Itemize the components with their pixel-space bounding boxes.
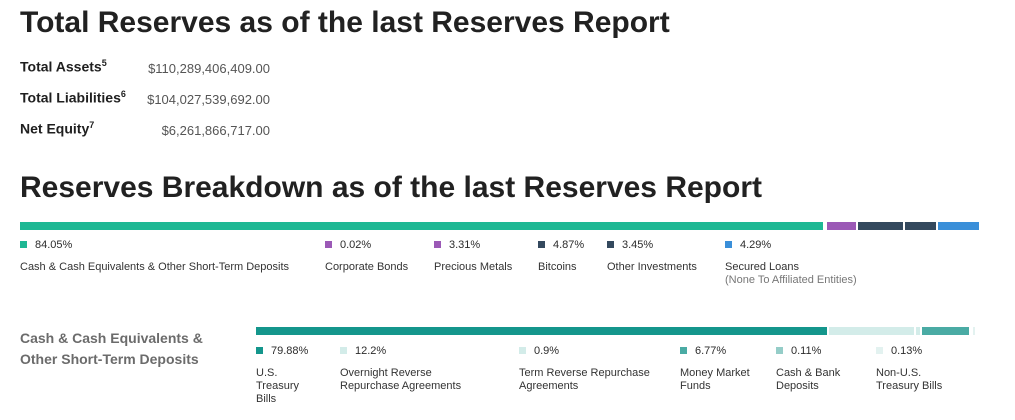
cash-segment-1[interactable] (828, 327, 917, 335)
footnote-5[interactable]: 5 (101, 58, 107, 68)
breakdown-segment-4[interactable] (904, 222, 938, 230)
cash-category-label-line: Bills (256, 393, 277, 405)
breakdown-category-label-0: Cash & Cash Equivalents & Other Short-Te… (20, 261, 290, 273)
breakdown-category-label-3: Bitcoins (538, 261, 577, 273)
legend-percent: 84.05% (35, 239, 73, 252)
breakdown-legend-item-1: 0.02% (325, 239, 371, 251)
total-assets-label: Total Assets5 (20, 58, 107, 75)
breakdown-category-label-2: Precious Metals (434, 261, 513, 273)
cash-category-label-0: U.S. Treasury Bills (256, 367, 299, 406)
cash-section-label-line1: Cash & Cash Equivalents & (20, 330, 203, 346)
breakdown-segment-2[interactable] (826, 222, 859, 230)
legend-percent: 0.13% (891, 345, 923, 358)
legend-swatch (20, 240, 27, 248)
legend-percent: 0.9% (534, 345, 560, 358)
legend-swatch (256, 346, 263, 354)
cash-legend-item-0: 79.88% (256, 345, 308, 357)
legend-swatch (776, 346, 783, 354)
legend-percent: 12.2% (355, 345, 387, 358)
legend-percent: 0.02% (340, 239, 372, 252)
cash-category-label-line: Treasury (256, 380, 299, 392)
legend-percent: 6.77% (695, 345, 727, 358)
cash-segment-4[interactable] (971, 327, 974, 335)
breakdown-legend-item-5: 4.29% (725, 239, 771, 251)
cash-category-label-line: Overnight Reverse (340, 367, 432, 379)
total-assets-value: $110,289,406,409.00 (148, 61, 270, 76)
cash-legend-item-2: 0.9% (519, 345, 559, 357)
cash-category-label-line: Treasury Bills (876, 380, 943, 392)
cash-category-label-line: Deposits (776, 380, 819, 392)
legend-swatch (340, 346, 347, 354)
breakdown-category-sublabel-5: (None To Affiliated Entities) (725, 274, 857, 286)
cash-legend-item-1: 12.2% (340, 345, 386, 357)
cash-legend-item-5: 0.13% (876, 345, 922, 357)
breakdown-legend-item-0: 84.05% (20, 239, 72, 251)
cash-category-label-5: Non-U.S. Treasury Bills (876, 367, 942, 393)
total-liabilities-label: Total Liabilities6 (20, 89, 126, 106)
breakdown-category-label-5: Secured Loans (725, 261, 799, 273)
cash-category-label-line: Money Market (680, 367, 750, 379)
legend-percent: 3.31% (449, 239, 481, 252)
cash-section-label-line2: Other Short-Term Deposits (20, 351, 199, 367)
legend-percent: 4.29% (740, 239, 772, 252)
cash-legend-item-4: 0.11% (776, 345, 821, 357)
cash-category-label-2: Term Reverse Repurchase Agreements (519, 367, 650, 393)
breakdown-segment-3[interactable] (858, 222, 905, 230)
total-liabilities-value: $104,027,539,692.00 (147, 92, 270, 107)
legend-percent: 79.88% (271, 345, 309, 358)
breakdown-segment-0[interactable] (20, 222, 825, 230)
footnote-7[interactable]: 7 (89, 120, 95, 130)
cash-section-label: Cash & Cash Equivalents & Other Short-Te… (20, 328, 203, 370)
legend-swatch (519, 346, 526, 354)
cash-category-label-4: Cash & Bank Deposits (776, 367, 840, 393)
net-equity-value: $6,261,866,717.00 (161, 123, 270, 138)
cash-category-label-1: Overnight Reverse Repurchase Agreements (340, 367, 461, 393)
cash-segment-3[interactable] (922, 327, 972, 335)
net-equity-label: Net Equity7 (20, 120, 95, 137)
breakdown-legend-item-2: 3.31% (434, 239, 480, 251)
breakdown-bar (20, 222, 979, 230)
legend-swatch (325, 240, 332, 248)
cash-category-label-line: Repurchase Agreements (340, 380, 462, 392)
legend-swatch (876, 346, 883, 354)
footnote-6[interactable]: 6 (120, 89, 126, 99)
cash-category-label-line: Non-U.S. (876, 367, 922, 379)
legend-percent: 3.45% (622, 239, 654, 252)
breakdown-segment-1[interactable] (824, 222, 827, 230)
legend-percent: 4.87% (553, 239, 585, 252)
cash-segment-0[interactable] (256, 327, 829, 335)
legend-percent: 0.11% (791, 345, 822, 358)
cash-category-label-3: Money Market Funds (680, 367, 750, 393)
cash-category-label-line: Funds (680, 380, 711, 392)
breakdown-category-label-1: Corporate Bonds (325, 261, 409, 273)
legend-swatch (538, 240, 545, 248)
cash-category-label-line: Cash & Bank (776, 367, 841, 379)
cash-segment-2[interactable] (916, 327, 923, 335)
breakdown-legend-item-4: 3.45% (607, 239, 653, 251)
legend-swatch (680, 346, 687, 354)
breakdown-title: Reserves Breakdown as of the last Reserv… (20, 171, 762, 204)
legend-swatch (434, 240, 441, 248)
cash-segment-5[interactable] (973, 327, 976, 335)
legend-swatch (725, 240, 732, 248)
total-reserves-title: Total Reserves as of the last Reserves R… (20, 6, 670, 39)
breakdown-category-label-4: Other Investments (607, 261, 697, 273)
cash-category-label-line: U.S. (256, 367, 278, 379)
breakdown-segment-5[interactable] (937, 222, 979, 230)
cash-category-label-line: Term Reverse Repurchase (519, 367, 650, 379)
legend-swatch (607, 240, 614, 248)
breakdown-legend-item-3: 4.87% (538, 239, 584, 251)
cash-bar (256, 327, 976, 335)
cash-category-label-line: Agreements (519, 380, 579, 392)
cash-legend-item-3: 6.77% (680, 345, 726, 357)
